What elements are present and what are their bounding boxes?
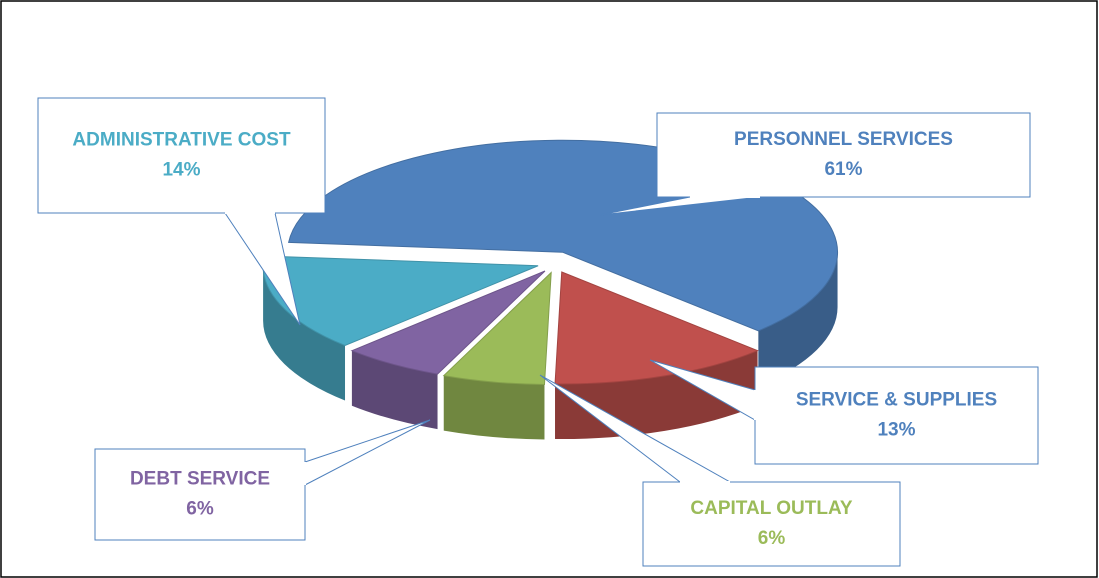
slice-value-label: 14%	[162, 160, 200, 181]
label-box	[37, 97, 326, 214]
slice-label: ADMINISTRATIVE COST	[72, 130, 291, 151]
slice-value-label: 6%	[758, 528, 786, 549]
slice	[554, 271, 759, 385]
labels: PERSONNEL SERVICES 61% SERVICE & SUPPLIES 1…	[37, 97, 1039, 567]
label-box	[656, 112, 1031, 198]
slice-value-label: 61%	[824, 159, 862, 180]
slice-value-label: 13%	[877, 420, 915, 441]
slice-value-label: 6%	[186, 499, 214, 520]
label-box	[94, 448, 306, 541]
label-box	[754, 366, 1039, 465]
slice-label: SERVICE & SUPPLIES	[796, 390, 997, 411]
slice-side	[443, 375, 545, 440]
slice	[442, 271, 552, 386]
slice	[350, 270, 546, 375]
slice-label: PERSONNEL SERVICES	[734, 129, 953, 150]
slice-side	[758, 252, 838, 386]
slice-side	[263, 265, 346, 401]
slice-label: CAPITAL OUTLAY	[690, 498, 853, 519]
label-box	[642, 481, 901, 567]
slice-label: DEBT SERVICE	[130, 469, 270, 490]
